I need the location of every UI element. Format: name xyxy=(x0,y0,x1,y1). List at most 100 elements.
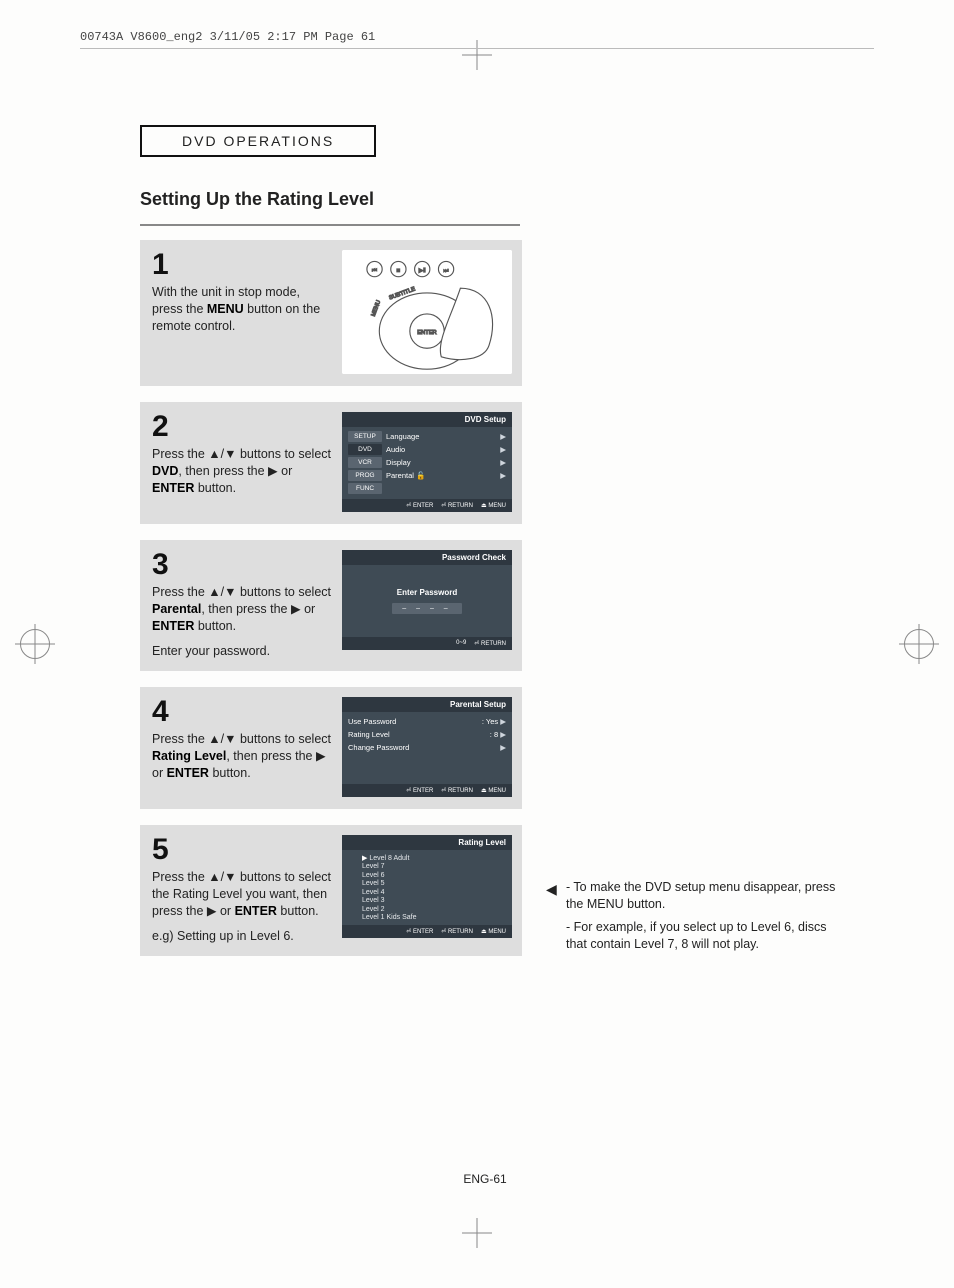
osd-sidebar-item: DVD xyxy=(348,444,382,455)
step-extra: e.g) Setting up in Level 6. xyxy=(152,928,332,944)
chevron-right-icon: ▶ xyxy=(500,432,506,441)
osd-footer-item: ⏏ MENU xyxy=(481,928,506,935)
step-thumbnail: DVD Setup SETUP DVD VCR PROG FUNC Language▶ Aud… xyxy=(342,412,512,512)
chevron-right-icon: ▶ xyxy=(500,730,506,739)
remote-svg: ⏮ ■ ▶ǁ ⏭ ENTER SUBTITLE MENU xyxy=(342,250,512,374)
chevron-right-icon: ▶ xyxy=(500,445,506,454)
step-3: 3 Press the ▲/▼ buttons to select Parenta… xyxy=(140,540,522,671)
osd-sidebar-item: FUNC xyxy=(348,483,382,494)
rating-level-item: Level 8 Adult xyxy=(362,854,506,862)
chevron-right-icon: ▶ xyxy=(500,743,506,752)
chevron-right-icon: ▶ xyxy=(500,471,506,480)
step-5: 5Press the ▲/▼ buttons to select the Rat… xyxy=(140,825,522,956)
osd-screen-dvd_setup: DVD Setup SETUP DVD VCR PROG FUNC Language▶ Aud… xyxy=(342,412,512,512)
section-header-box: DVD OPERATIONS xyxy=(140,125,376,157)
osd-footer: ⏎ ENTER ⏎ RETURN ⏏ MENU xyxy=(342,499,512,512)
step-thumbnail: Password Check Enter Password – – – – 0~9 ⏎ … xyxy=(342,550,512,650)
rating-level-item: Level 5 xyxy=(362,880,506,887)
lock-icon: 🔓 xyxy=(416,471,425,480)
osd-footer-item: 0~9 xyxy=(456,640,466,647)
osd-footer: ⏎ ENTER ⏎ RETURN ⏏ MENU xyxy=(342,784,512,797)
osd-footer-item: ⏎ ENTER xyxy=(406,787,433,794)
step-text: 4 Press the ▲/▼ buttons to select Rating … xyxy=(152,697,332,782)
registration-mark-right xyxy=(904,629,934,659)
osd-menu-row: Display▶ xyxy=(386,457,506,468)
svg-text:⏭: ⏭ xyxy=(443,268,448,274)
osd-menu-row: Audio▶ xyxy=(386,444,506,455)
rating-level-item: Level 1 Kids Safe xyxy=(362,914,506,921)
rating-level-list: Level 8 AdultLevel 7 Level 6Level 5 Level … xyxy=(348,854,506,922)
step-text: 3 Press the ▲/▼ buttons to select Parenta… xyxy=(152,550,332,659)
osd-footer-item: ⏎ RETURN xyxy=(474,640,506,647)
osd-footer-item: ⏎ RETURN xyxy=(441,928,473,935)
osd-sidebar-item: PROG xyxy=(348,470,382,481)
steps-list: 1 With the unit in stop mode, press the M… xyxy=(140,240,522,956)
svg-text:ENTER: ENTER xyxy=(417,330,436,336)
note-pointer-icon: ◀ xyxy=(546,879,558,913)
step-4: 4 Press the ▲/▼ buttons to select Rating … xyxy=(140,687,522,809)
step-body: Press the ▲/▼ buttons to select Parental… xyxy=(152,584,332,635)
step-number: 2 xyxy=(152,412,332,442)
rating-level-item: Level 2 xyxy=(362,906,506,913)
chevron-right-icon: ▶ xyxy=(500,717,506,726)
page-title: Setting Up the Rating Level xyxy=(140,189,870,210)
osd-title: DVD Setup xyxy=(342,412,512,427)
page-body: DVD OPERATIONS Setting Up the Rating Lev… xyxy=(100,75,870,1208)
rating-level-item: Level 3 xyxy=(362,897,506,904)
side-note-1: - To make the DVD setup menu disappear, … xyxy=(566,879,846,913)
step-number: 4 xyxy=(152,697,332,727)
osd-footer: ⏎ ENTER ⏎ RETURN ⏏ MENU xyxy=(342,925,512,938)
osd-title: Password Check xyxy=(342,550,512,565)
osd-footer-item: ⏎ ENTER xyxy=(406,928,433,935)
osd-menu-row: Language▶ xyxy=(386,431,506,442)
step-body: Press the ▲/▼ buttons to select DVD, the… xyxy=(152,446,332,497)
step-thumbnail: ⏮ ■ ▶ǁ ⏭ ENTER SUBTITLE MENU xyxy=(342,250,512,374)
step-body: Press the ▲/▼ buttons to select Rating L… xyxy=(152,731,332,782)
svg-text:▶ǁ: ▶ǁ xyxy=(419,268,426,274)
svg-text:⏮: ⏮ xyxy=(372,268,377,274)
step-body: With the unit in stop mode, press the ME… xyxy=(152,284,332,335)
step-number: 1 xyxy=(152,250,332,280)
osd-menu-row: Change Password ▶ xyxy=(348,742,506,753)
remote-illustration: ⏮ ■ ▶ǁ ⏭ ENTER SUBTITLE MENU xyxy=(342,250,512,374)
osd-menu: Language▶Audio▶Display▶Parental 🔓▶ xyxy=(386,431,506,495)
osd-menu-row: Use Password: Yes ▶ xyxy=(348,716,506,727)
rating-level-item: Level 7 xyxy=(362,863,506,870)
osd-screen-parental_setup: Parental Setup Use Password: Yes ▶Rating … xyxy=(342,697,512,797)
osd-title: Rating Level xyxy=(342,835,512,850)
side-note-2: - For example, if you select up to Level… xyxy=(566,919,846,953)
step-text: 1 With the unit in stop mode, press the M… xyxy=(152,250,332,335)
password-prompt: Enter Password xyxy=(397,588,457,597)
registration-mark-left xyxy=(20,629,50,659)
step-extra: Enter your password. xyxy=(152,643,332,659)
chevron-right-icon: ▶ xyxy=(500,458,506,467)
step-number: 5 xyxy=(152,835,332,865)
osd-sidebar-item: SETUP xyxy=(348,431,382,442)
osd-sidebar: SETUP DVD VCR PROG FUNC xyxy=(348,431,382,495)
osd-sidebar-item: VCR xyxy=(348,457,382,468)
step-text: 2 Press the ▲/▼ buttons to select DVD, th… xyxy=(152,412,332,497)
osd-footer-item: ⏏ MENU xyxy=(481,502,506,509)
password-mask: – – – – xyxy=(392,603,461,614)
prepress-header: 00743A V8600_eng2 3/11/05 2:17 PM Page 6… xyxy=(80,30,874,49)
osd-footer-item: ⏎ RETURN xyxy=(441,787,473,794)
osd-title: Parental Setup xyxy=(342,697,512,712)
crop-mark-bottom xyxy=(462,1218,492,1248)
osd-menu: Use Password: Yes ▶Rating Level: 8 ▶Chan… xyxy=(348,716,506,780)
osd-menu-row: Parental 🔓▶ xyxy=(386,470,506,481)
step-thumbnail: Rating LevelLevel 8 AdultLevel 7Level 6L… xyxy=(342,835,512,939)
osd-footer-item: ⏏ MENU xyxy=(481,787,506,794)
osd-footer-item: ⏎ ENTER xyxy=(406,502,433,509)
page-number: ENG-61 xyxy=(100,1172,870,1186)
title-rule xyxy=(140,224,520,226)
osd-footer-item: ⏎ RETURN xyxy=(441,502,473,509)
osd-footer: 0~9 ⏎ RETURN xyxy=(342,637,512,650)
section-header-text: DVD OPERATIONS xyxy=(182,133,334,149)
step-number: 3 xyxy=(152,550,332,580)
osd-screen-password: Password Check Enter Password – – – – 0~9 ⏎ … xyxy=(342,550,512,650)
step-2: 2 Press the ▲/▼ buttons to select DVD, th… xyxy=(140,402,522,524)
osd-screen-rating_level: Rating LevelLevel 8 AdultLevel 7Level 6L… xyxy=(342,835,512,939)
rating-level-item: Level 4 xyxy=(362,889,506,896)
step-thumbnail: Parental Setup Use Password: Yes ▶Rating … xyxy=(342,697,512,797)
rating-level-item: Level 6 xyxy=(362,872,506,879)
